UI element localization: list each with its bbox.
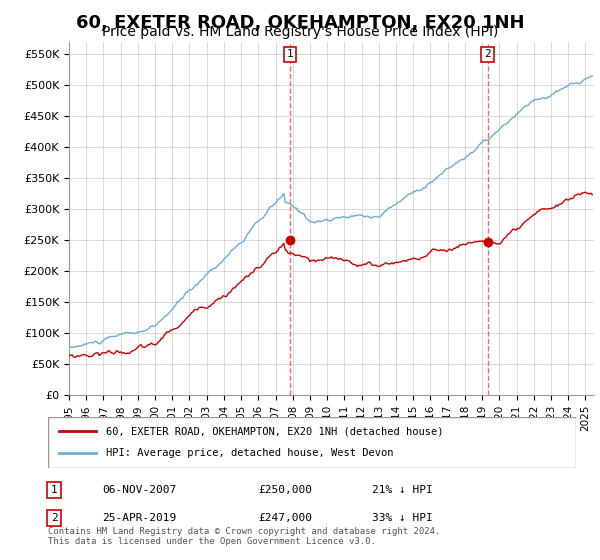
FancyBboxPatch shape (48, 417, 576, 468)
Text: 21% ↓ HPI: 21% ↓ HPI (372, 485, 433, 495)
Text: 33% ↓ HPI: 33% ↓ HPI (372, 513, 433, 523)
Text: 1: 1 (287, 49, 293, 59)
Text: 06-NOV-2007: 06-NOV-2007 (102, 485, 176, 495)
Text: 2: 2 (50, 513, 58, 523)
Text: Price paid vs. HM Land Registry's House Price Index (HPI): Price paid vs. HM Land Registry's House … (102, 25, 498, 39)
Text: £247,000: £247,000 (258, 513, 312, 523)
Text: 60, EXETER ROAD, OKEHAMPTON, EX20 1NH (detached house): 60, EXETER ROAD, OKEHAMPTON, EX20 1NH (d… (106, 426, 443, 436)
Text: £250,000: £250,000 (258, 485, 312, 495)
Text: HPI: Average price, detached house, West Devon: HPI: Average price, detached house, West… (106, 449, 394, 459)
Text: 25-APR-2019: 25-APR-2019 (102, 513, 176, 523)
Text: 2: 2 (484, 49, 491, 59)
Text: 60, EXETER ROAD, OKEHAMPTON, EX20 1NH: 60, EXETER ROAD, OKEHAMPTON, EX20 1NH (76, 14, 524, 32)
Text: Contains HM Land Registry data © Crown copyright and database right 2024.
This d: Contains HM Land Registry data © Crown c… (48, 526, 440, 546)
Text: 1: 1 (50, 485, 58, 495)
